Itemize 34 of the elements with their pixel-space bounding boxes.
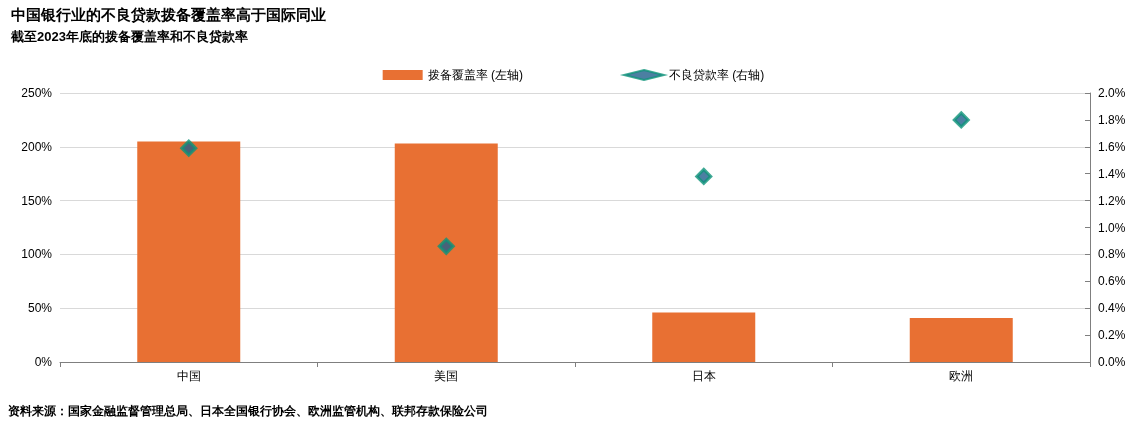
bar bbox=[909, 317, 1013, 362]
y2-tick-label: 0.8% bbox=[1098, 247, 1126, 262]
y2-tick-label: 0.0% bbox=[1098, 355, 1126, 369]
x-tick-label: 中国 bbox=[176, 369, 201, 383]
y-tick-label: 250% bbox=[21, 86, 53, 100]
y2-tick-label: 1.0% bbox=[1098, 220, 1126, 235]
x-tick-label: 日本 bbox=[691, 369, 716, 383]
point bbox=[695, 167, 713, 185]
bar bbox=[652, 312, 756, 362]
text: 资料来源：国家金融监督管理总局、日本全国银行协会、欧洲监管机构、联邦存款保险公司 bbox=[8, 404, 488, 418]
y2-tick-label: 1.4% bbox=[1098, 166, 1126, 181]
y2-tick-label: 2.0% bbox=[1098, 86, 1126, 100]
point bbox=[437, 237, 455, 255]
y2-tick-label: 1.2% bbox=[1098, 193, 1126, 208]
chart-subtitle: 截至2023年底的拨备覆盖率和不良贷款率 bbox=[10, 29, 248, 44]
chart-title: 中国银行业的不良贷款拨备覆盖率高于国际同业 bbox=[11, 6, 326, 23]
point bbox=[952, 111, 970, 129]
y2-tick-label: 1.8% bbox=[1098, 112, 1126, 127]
point bbox=[180, 139, 198, 157]
y-tick-label: 150% bbox=[21, 193, 53, 208]
y2-tick-label: 0.4% bbox=[1098, 301, 1126, 316]
legend-label: 不良贷款率 (右轴) bbox=[669, 68, 765, 82]
legend-label: 拨备覆盖率 (左轴) bbox=[427, 68, 523, 82]
y-tick-label: 100% bbox=[21, 247, 53, 262]
bar bbox=[137, 141, 241, 362]
x-tick-label: 美国 bbox=[434, 369, 459, 383]
y-tick-label: 50% bbox=[27, 301, 53, 316]
x-tick-label: 欧洲 bbox=[949, 369, 974, 383]
bar bbox=[394, 143, 498, 362]
y-tick-label: 200% bbox=[21, 139, 53, 154]
y2-tick-label: 0.6% bbox=[1098, 274, 1126, 289]
y-tick-label: 0% bbox=[34, 355, 53, 369]
y2-tick-label: 1.6% bbox=[1098, 139, 1126, 154]
y2-tick-label: 0.2% bbox=[1098, 328, 1126, 343]
